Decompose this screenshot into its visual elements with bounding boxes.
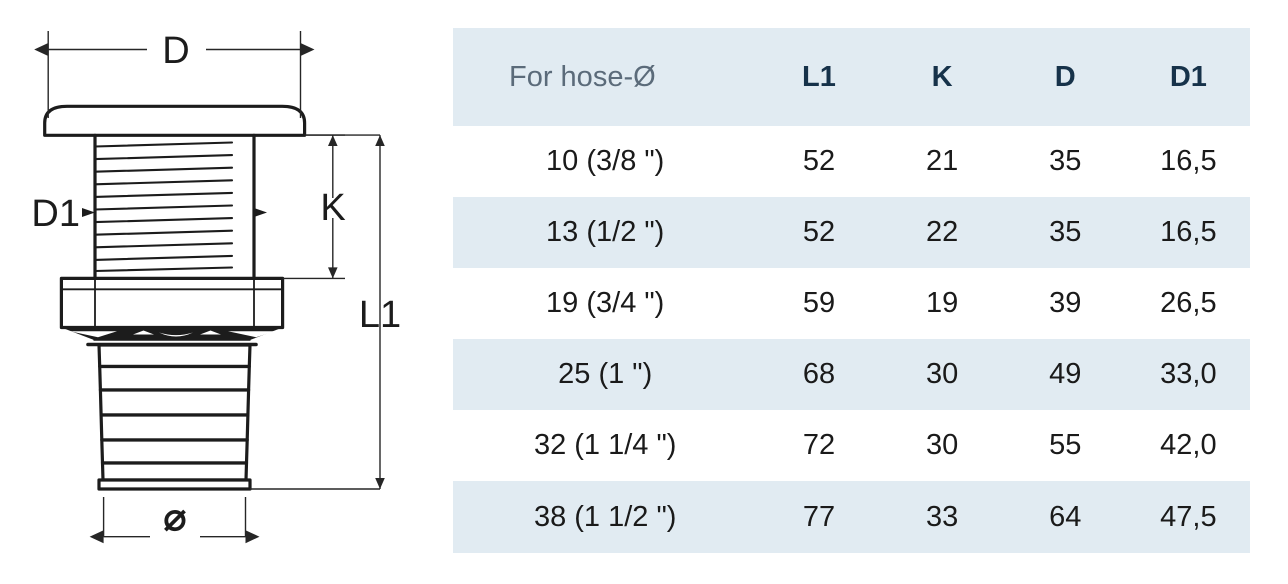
- svg-text:L1: L1: [359, 294, 401, 336]
- svg-text:D1: D1: [31, 193, 80, 235]
- svg-text:K: K: [320, 187, 345, 229]
- svg-text:D: D: [162, 30, 189, 72]
- svg-text:⌀: ⌀: [164, 497, 187, 539]
